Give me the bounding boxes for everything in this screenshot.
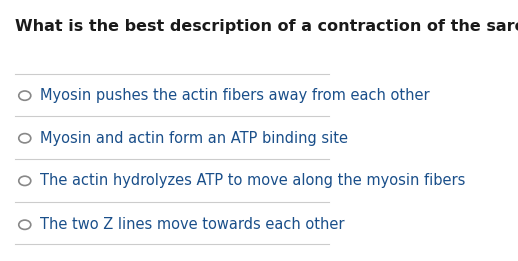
Text: Myosin pushes the actin fibers away from each other: Myosin pushes the actin fibers away from… bbox=[40, 88, 429, 103]
Text: What is the best description of a contraction of the sarcomere: What is the best description of a contra… bbox=[15, 20, 518, 34]
Text: The two Z lines move towards each other: The two Z lines move towards each other bbox=[40, 217, 344, 232]
Text: The actin hydrolyzes ATP to move along the myosin fibers: The actin hydrolyzes ATP to move along t… bbox=[40, 173, 465, 188]
Text: Myosin and actin form an ATP binding site: Myosin and actin form an ATP binding sit… bbox=[40, 131, 348, 146]
